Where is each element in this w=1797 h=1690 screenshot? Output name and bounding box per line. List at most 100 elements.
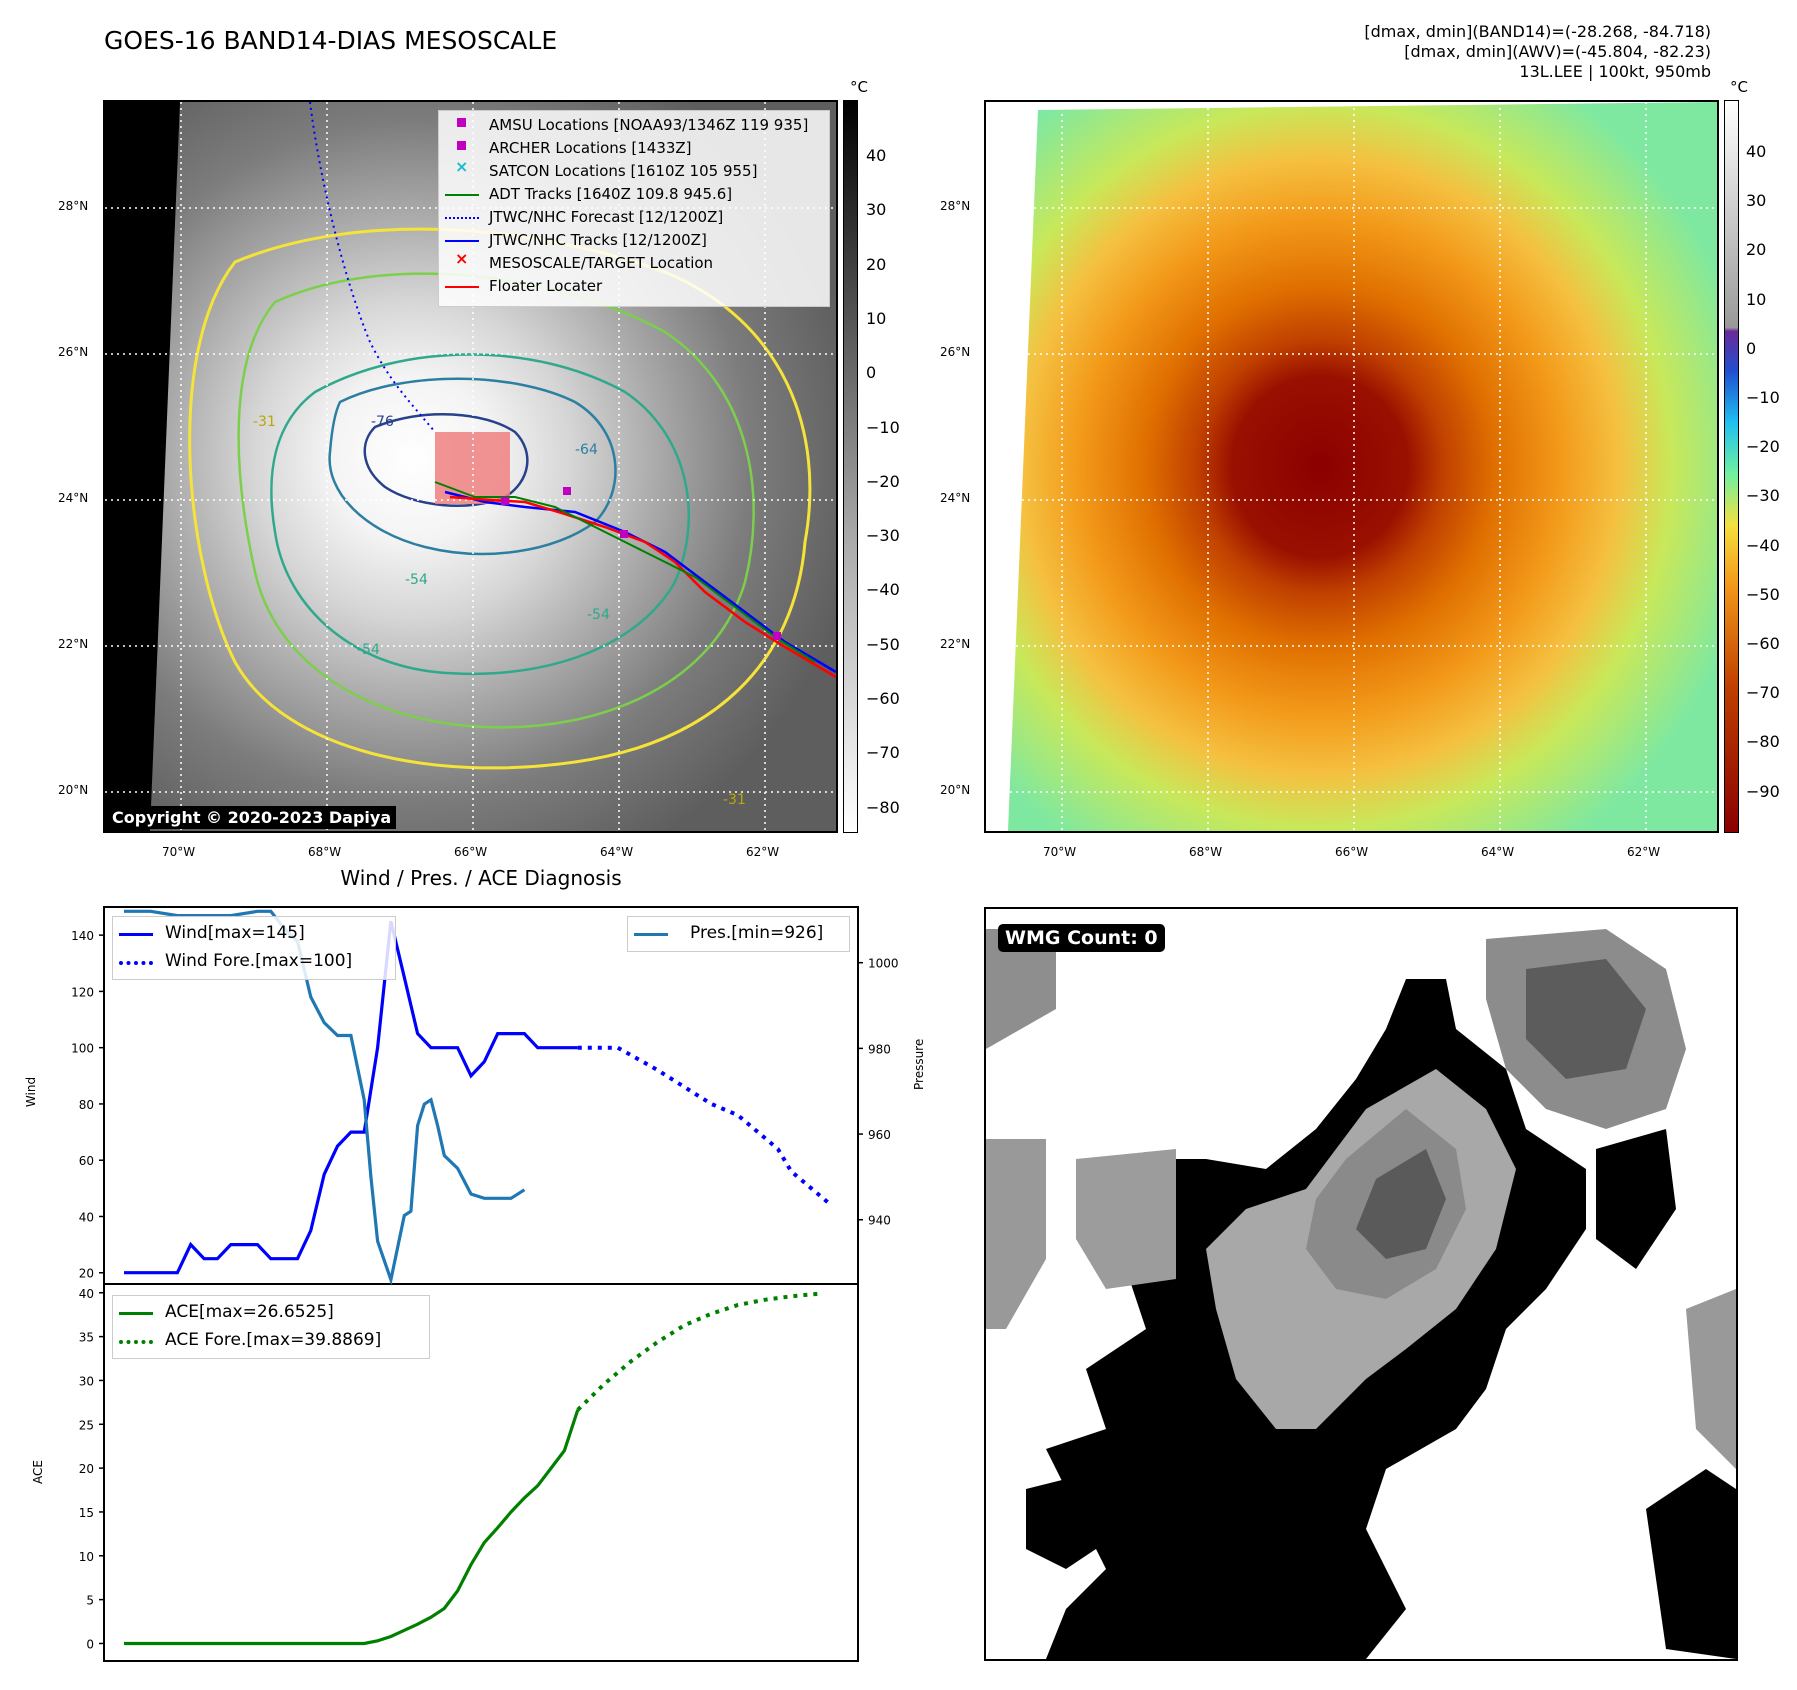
contour-label: -31 bbox=[253, 414, 276, 430]
pressure-series-line bbox=[124, 909, 526, 1286]
wind-tick-label: 80 bbox=[79, 1098, 94, 1112]
legend-item-wind-forecast: Wind Fore.[max=100] bbox=[113, 950, 395, 971]
ace-tick-label: 10 bbox=[79, 1550, 94, 1564]
lon-label: 70°W bbox=[162, 845, 196, 859]
dias-colorbar-tick: 0 bbox=[1746, 338, 1757, 358]
ir-colorbar-tick: −30 bbox=[866, 526, 900, 546]
green-line-icon bbox=[119, 1312, 153, 1315]
lon-label: 64°W bbox=[1481, 845, 1515, 859]
lon-label: 66°W bbox=[1335, 845, 1369, 859]
legend-item-forecast: JTWC/NHC Forecast [12/1200Z] bbox=[439, 207, 829, 227]
contour-label: -54 bbox=[587, 607, 610, 623]
ir-colorbar-tick: −60 bbox=[866, 689, 900, 708]
magenta-square-icon bbox=[457, 118, 466, 127]
lat-label: 20°N bbox=[58, 783, 89, 797]
ace-tick-label: 35 bbox=[79, 1331, 94, 1345]
dias-colorbar bbox=[1724, 100, 1739, 833]
ir-colorbar-tick: −70 bbox=[866, 743, 900, 763]
wind-tick-label: 140 bbox=[71, 929, 94, 943]
green-line-icon bbox=[445, 194, 479, 196]
lon-label: 62°W bbox=[746, 845, 780, 859]
ace-tick-label: 20 bbox=[79, 1462, 94, 1476]
cyan-x-icon: × bbox=[455, 157, 469, 176]
green-dotted-line-icon bbox=[119, 1340, 153, 1344]
legend-item-amsu: AMSU Locations [NOAA93/1346Z 119 935] bbox=[439, 115, 829, 135]
ir-colorbar-tick: −80 bbox=[866, 797, 900, 817]
dias-colorbar-tick: −20 bbox=[1746, 437, 1780, 457]
lon-label: 64°W bbox=[600, 845, 634, 859]
legend-item-satcon: × SATCON Locations [1610Z 105 955] bbox=[455, 157, 758, 180]
blue-dotted-line-icon bbox=[119, 961, 153, 965]
info-block: [dmax, dmin](BAND14)=(-28.268, -84.718) … bbox=[1111, 22, 1711, 82]
lat-label: 24°N bbox=[58, 491, 89, 505]
lat-label: 28°N bbox=[58, 199, 89, 213]
legend-item-wind: Wind[max=145] bbox=[113, 922, 395, 943]
legend-item-pressure: Pres.[min=926] bbox=[628, 922, 849, 943]
dias-map-canvas bbox=[986, 102, 1717, 831]
lat-label: 24°N bbox=[940, 491, 971, 505]
wmg-panel: WMG Count: 0 bbox=[984, 907, 1738, 1661]
ir-map-panel: -76 -64 -54 -54 -54 -31 -31 AMSU Locatio… bbox=[103, 100, 838, 833]
ir-colorbar-tick: −50 bbox=[866, 634, 900, 654]
lon-label: 68°W bbox=[1189, 845, 1223, 859]
dias-colorbar-tick: −90 bbox=[1746, 781, 1780, 801]
pressure-tick-label: 980 bbox=[868, 1042, 891, 1056]
ace-series-line bbox=[124, 1409, 580, 1646]
info-storm: 13L.LEE | 100kt, 950mb bbox=[1519, 62, 1711, 81]
contour-label: -54 bbox=[405, 572, 428, 588]
ace-tick-label: 15 bbox=[79, 1506, 94, 1520]
wmg-count-badge: WMG Count: 0 bbox=[998, 924, 1165, 952]
steelblue-line-icon bbox=[634, 933, 668, 936]
dias-colorbar-tick: 40 bbox=[1746, 142, 1767, 161]
legend-item-adt: ADT Tracks [1640Z 109.8 945.6] bbox=[439, 184, 829, 204]
wind-tick-label: 120 bbox=[71, 985, 94, 999]
wmg-canvas bbox=[986, 909, 1736, 1659]
ir-colorbar-tick: −40 bbox=[866, 580, 900, 600]
ir-colorbar-tick: 20 bbox=[866, 254, 887, 274]
ir-colorbar-tick: 10 bbox=[866, 308, 887, 328]
ir-colorbar-tick: 0 bbox=[866, 363, 877, 383]
lon-label: 68°W bbox=[308, 845, 342, 859]
dias-colorbar-tick: −70 bbox=[1746, 683, 1780, 703]
ace-tick-label: 0 bbox=[86, 1637, 94, 1651]
info-dmax-band14: [dmax, dmin](BAND14)=(-28.268, -84.718) bbox=[1364, 22, 1711, 41]
diagnosis-title: Wind / Pres. / ACE Diagnosis bbox=[340, 866, 622, 890]
wind-axis-label: Wind bbox=[24, 1076, 39, 1108]
dias-colorbar-tick: −50 bbox=[1746, 584, 1780, 604]
wind-tick-label: 20 bbox=[79, 1267, 94, 1281]
pressure-tick-label: 940 bbox=[868, 1214, 891, 1228]
contour-label: -76 bbox=[371, 414, 394, 430]
map-legend: AMSU Locations [NOAA93/1346Z 119 935] AR… bbox=[438, 110, 830, 307]
ace-forecast-series-line bbox=[576, 1291, 819, 1412]
pressure-legend: Pres.[min=926] bbox=[627, 916, 850, 952]
ir-colorbar-unit: °C bbox=[850, 78, 868, 96]
dias-colorbar-tick: −30 bbox=[1746, 486, 1780, 506]
magenta-square-icon bbox=[457, 141, 466, 150]
legend-item-ace-forecast: ACE Fore.[max=39.8869] bbox=[113, 1329, 429, 1350]
ir-colorbar bbox=[843, 100, 858, 833]
dias-colorbar-tick: 10 bbox=[1746, 289, 1767, 309]
ir-colorbar-tick: 40 bbox=[866, 146, 887, 165]
ace-axis-label: ACE bbox=[30, 1460, 45, 1484]
red-x-icon: × bbox=[455, 249, 469, 268]
wind-forecast-series-line bbox=[577, 1045, 833, 1207]
legend-item-tracks: JTWC/NHC Tracks [12/1200Z] bbox=[439, 230, 829, 250]
ace-legend: ACE[max=26.6525] ACE Fore.[max=39.8869] bbox=[112, 1295, 430, 1359]
lat-label: 22°N bbox=[940, 637, 971, 651]
pressure-axis-label: Pressure bbox=[912, 1038, 926, 1090]
legend-item-ace: ACE[max=26.6525] bbox=[113, 1301, 429, 1322]
lat-label: 28°N bbox=[940, 199, 971, 213]
blue-line-icon bbox=[119, 933, 153, 936]
wind-legend: Wind[max=145] Wind Fore.[max=100] bbox=[112, 916, 396, 980]
wind-tick-label: 60 bbox=[79, 1154, 94, 1168]
ace-tick-label: 25 bbox=[79, 1418, 94, 1432]
dias-colorbar-tick: −40 bbox=[1746, 535, 1780, 555]
red-line-icon bbox=[445, 286, 479, 288]
figure-title: GOES-16 BAND14-DIAS MESOSCALE bbox=[104, 26, 558, 55]
lat-label: 22°N bbox=[58, 637, 89, 651]
dias-map-panel bbox=[984, 100, 1719, 833]
contour-label: -54 bbox=[357, 642, 380, 658]
ir-colorbar-tick: 30 bbox=[866, 200, 887, 220]
dias-colorbar-tick: 30 bbox=[1746, 191, 1767, 211]
lon-label: 70°W bbox=[1043, 845, 1077, 859]
